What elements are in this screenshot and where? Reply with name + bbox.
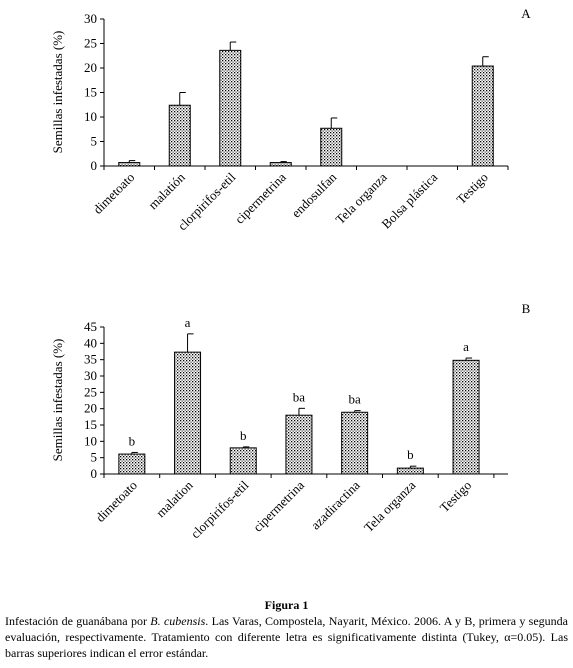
bar-b-3 xyxy=(285,414,313,475)
significance-letter: b xyxy=(129,433,136,448)
x-tick-label: malatión xyxy=(145,169,188,212)
bar-a-1 xyxy=(168,104,191,167)
caption-body: Infestación de guanábana por B. cubensis… xyxy=(5,613,568,661)
y-tick-label: 10 xyxy=(84,109,97,124)
x-tick-label: dimetoato xyxy=(90,170,137,217)
bar-a-7 xyxy=(471,65,494,167)
y-tick-label: 0 xyxy=(91,466,98,481)
y-tick-label: 15 xyxy=(84,85,97,100)
x-tick-label: Testigo xyxy=(437,478,475,516)
x-tick-label: Testigo xyxy=(453,170,491,208)
x-tick-label: azadiractina xyxy=(308,477,363,532)
y-axis-title: Semillas infestadas (%) xyxy=(50,31,65,154)
y-tick-label: 20 xyxy=(84,60,97,75)
significance-letter: b xyxy=(240,428,247,443)
x-tick-label: malation xyxy=(153,477,196,520)
y-tick-label: 20 xyxy=(84,401,97,416)
figure-caption: Figura 1 Infestación de guanábana por B.… xyxy=(5,597,568,661)
significance-letter: a xyxy=(463,339,469,354)
x-tick-label: Tela organza xyxy=(361,477,419,535)
panel-label: B xyxy=(522,301,531,316)
y-tick-label: 25 xyxy=(84,384,97,399)
y-tick-label: 10 xyxy=(84,433,97,448)
y-tick-label: 0 xyxy=(91,158,98,173)
y-tick-label: 30 xyxy=(84,11,97,26)
caption-species: B. cubensis xyxy=(150,614,206,628)
y-axis-title: Semillas infestadas (%) xyxy=(50,339,65,462)
x-tick-label: dimetoato xyxy=(93,478,140,525)
bar-b-1 xyxy=(174,351,202,475)
y-tick-label: 5 xyxy=(91,134,98,149)
x-tick-label: cipermetrina xyxy=(232,169,289,226)
bar-a-3 xyxy=(269,162,292,167)
caption-text-end: . Las Varas, Compostela, Nayarit, México… xyxy=(5,614,569,660)
bar-b-5 xyxy=(396,467,424,475)
y-tick-label: 25 xyxy=(84,36,97,51)
caption-text-start: Infestación de guanábana por xyxy=(5,614,151,628)
y-tick-label: 45 xyxy=(84,319,97,334)
y-tick-label: 30 xyxy=(84,368,97,383)
bar-a-4 xyxy=(320,127,343,167)
bar-a-0 xyxy=(118,162,141,167)
bar-b-0 xyxy=(118,453,146,475)
caption-title: Figura 1 xyxy=(264,598,309,612)
bar-b-4 xyxy=(341,411,369,475)
panel-label: A xyxy=(521,6,531,21)
significance-letter: ba xyxy=(349,392,362,407)
x-tick-label: clorpirifos-etil xyxy=(188,477,252,541)
y-tick-label: 5 xyxy=(91,450,98,465)
bar-a-2 xyxy=(219,49,242,167)
y-tick-label: 35 xyxy=(84,352,97,367)
x-tick-label: endosulfan xyxy=(288,169,339,220)
significance-letter: ba xyxy=(293,389,306,404)
bar-b-6 xyxy=(452,359,480,475)
chart-panel-a: 0 5 10 15 20 25 30 Semillas infestadas (%) Adime… xyxy=(50,6,531,233)
y-tick-label: 40 xyxy=(84,335,97,350)
significance-letter: b xyxy=(407,447,414,462)
bar-b-2 xyxy=(229,447,257,475)
x-tick-label: cipermetrina xyxy=(250,477,307,534)
significance-letter: a xyxy=(185,315,191,330)
y-tick-label: 15 xyxy=(84,417,97,432)
